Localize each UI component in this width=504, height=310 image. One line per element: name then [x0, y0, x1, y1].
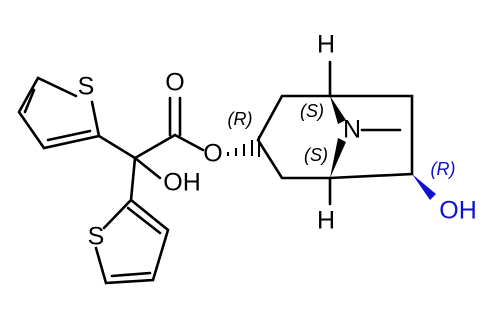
atom-label: N: [343, 116, 361, 144]
atom-label: S: [88, 223, 105, 251]
stereo-label: (S): [300, 101, 324, 121]
stereo-label: (R): [228, 109, 253, 129]
stereo-label: (S): [304, 145, 328, 165]
bonds: [17, 60, 436, 285]
stereo-label: (R): [431, 159, 456, 179]
atom-label: H: [317, 207, 335, 235]
atom-label: OH: [439, 197, 477, 225]
atom-label: H: [317, 31, 335, 59]
atom-label: O: [203, 140, 222, 168]
atom-label: S: [78, 73, 95, 101]
atom-label: OH: [163, 169, 201, 197]
atom-label: O: [165, 69, 184, 97]
